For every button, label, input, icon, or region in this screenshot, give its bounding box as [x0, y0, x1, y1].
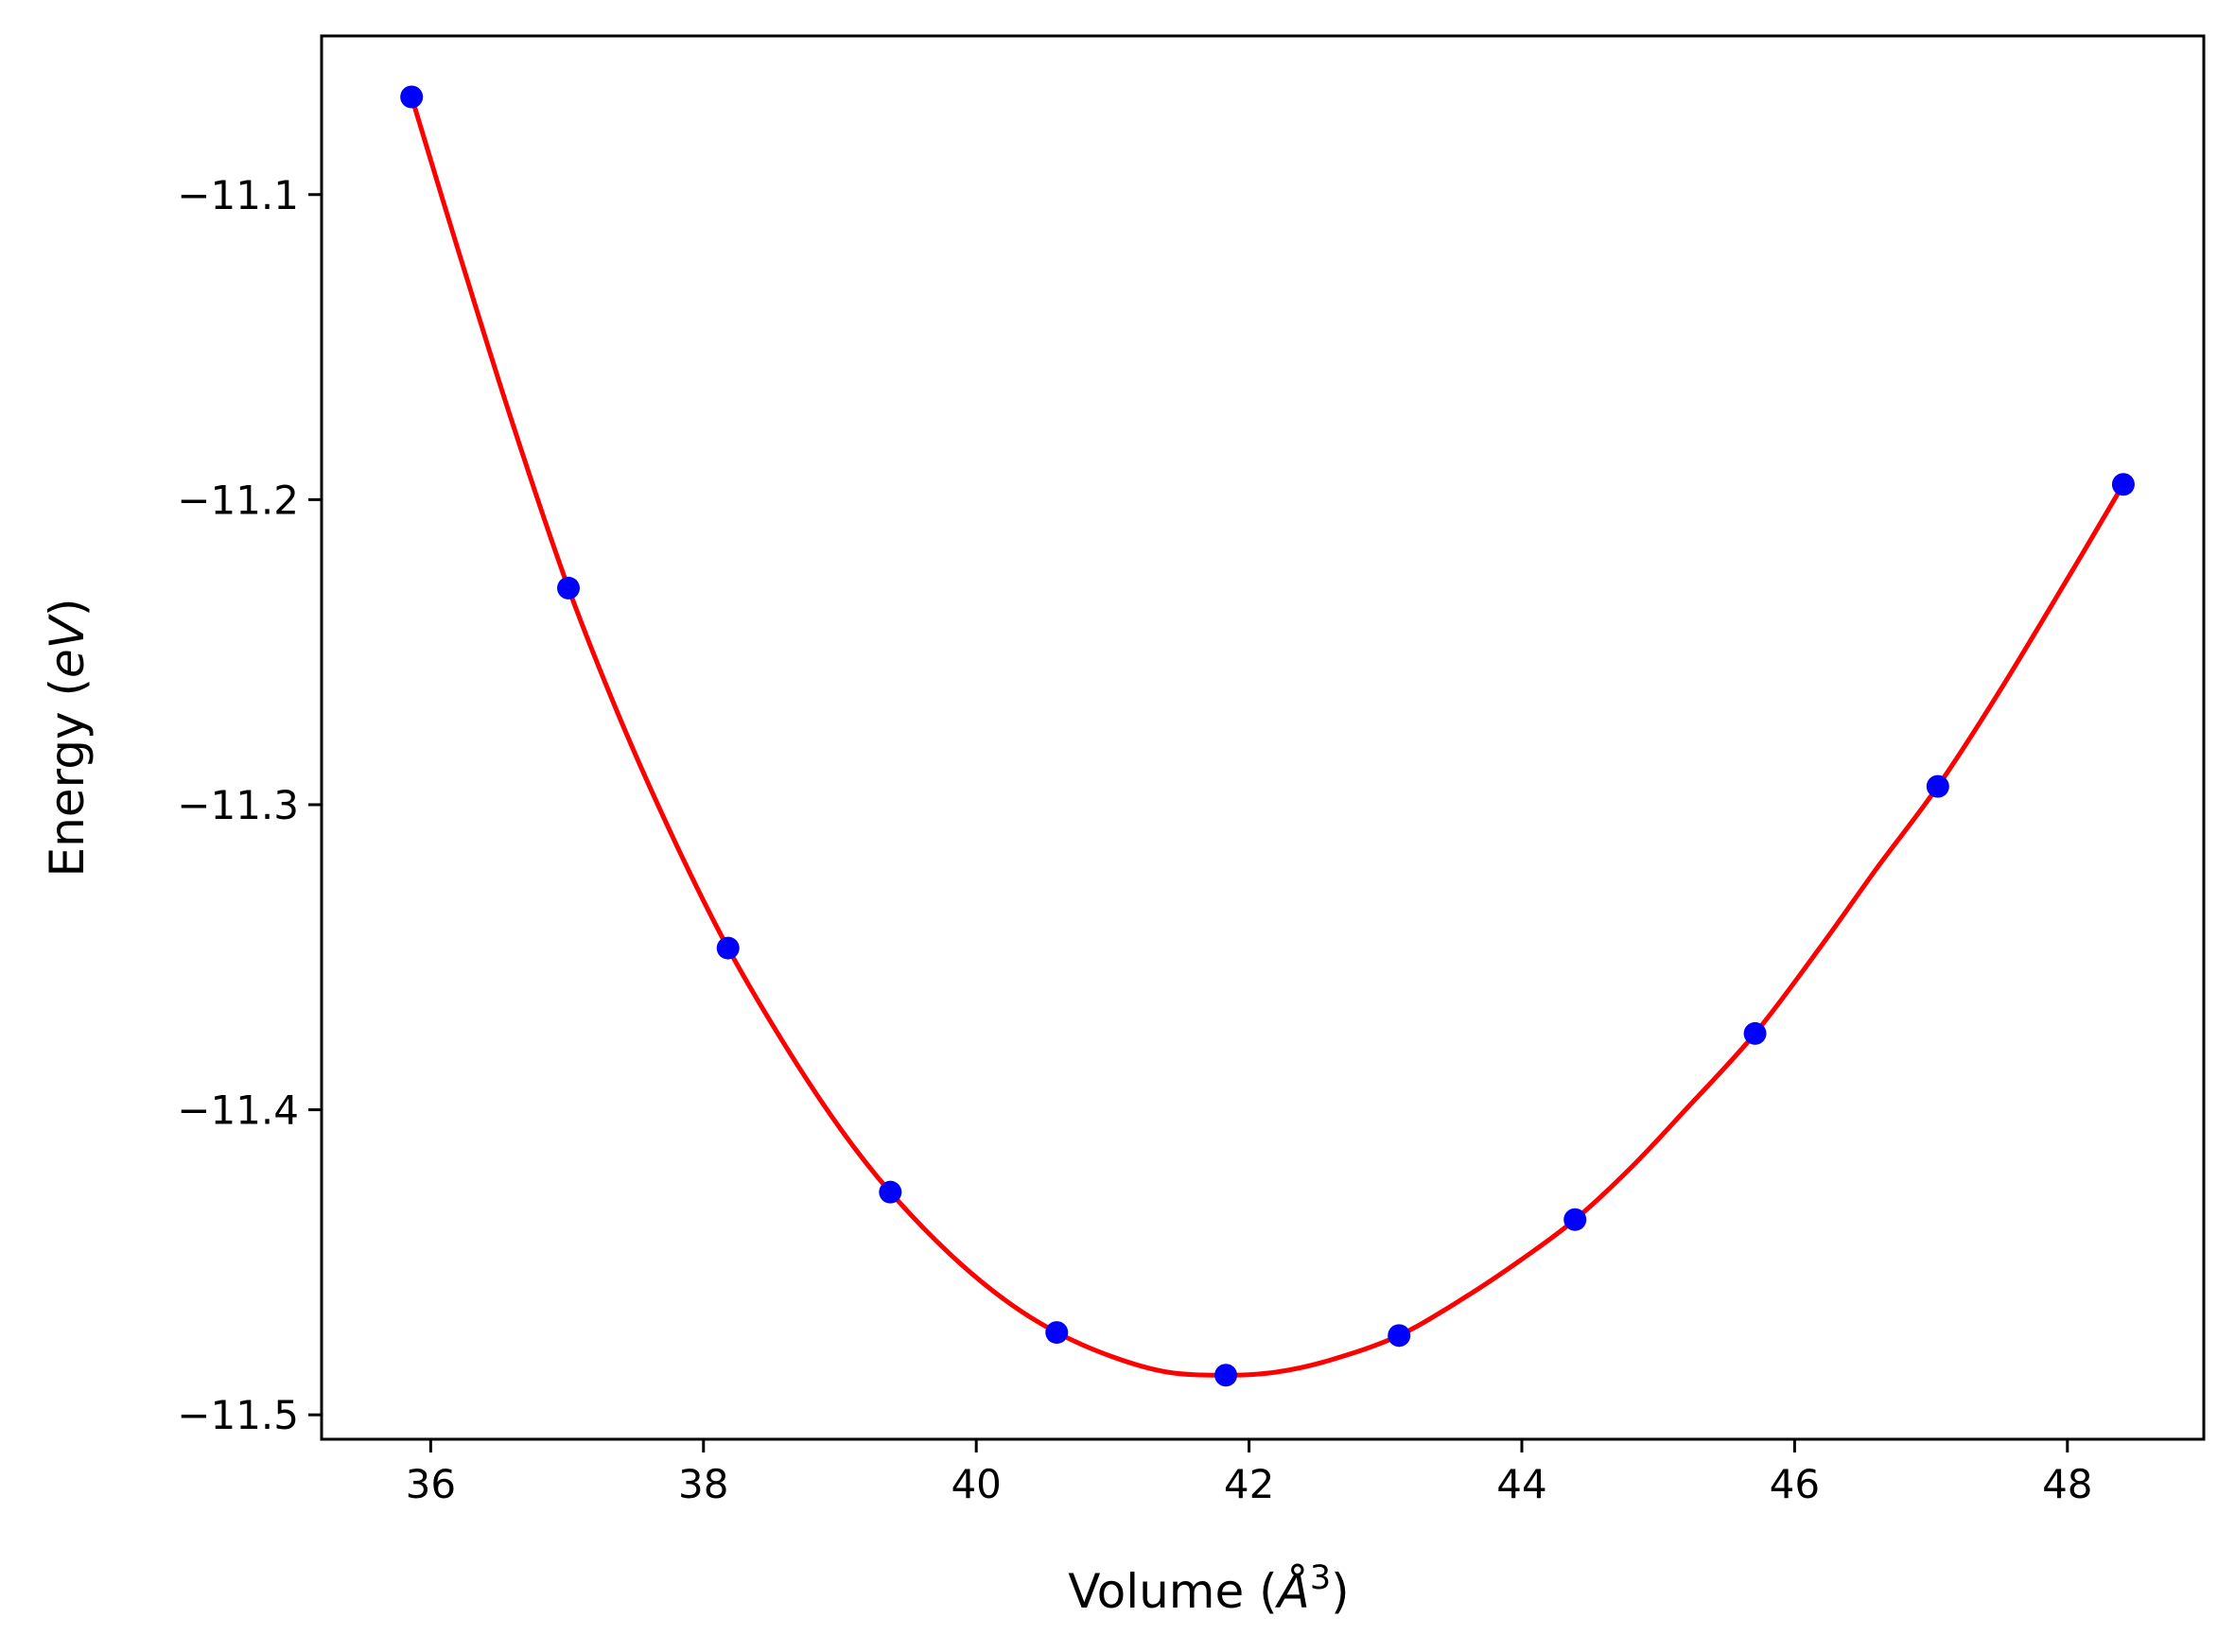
y-tick-label: −11.1 [177, 172, 299, 218]
x-axis-label-prefix: Volume ( [1068, 1564, 1277, 1619]
data-point [1563, 1208, 1587, 1231]
x-axis-ticks: 36 38 40 42 44 46 48 [406, 1439, 2093, 1507]
y-tick-label: −11.5 [177, 1392, 299, 1438]
data-point [1743, 1021, 1767, 1045]
data-point [716, 936, 740, 960]
x-tick-label: 44 [1496, 1461, 1546, 1507]
data-point [1926, 774, 1949, 798]
fit-curve [409, 96, 2126, 1378]
plot-area [400, 85, 2135, 1387]
y-tick-label: −11.3 [177, 782, 299, 828]
y-axis-label-prefix: Energy ( [40, 678, 95, 877]
x-axis-label-exponent: 3 [1310, 1559, 1331, 1597]
axes-frame [320, 34, 2206, 1441]
x-tick-label: 40 [951, 1461, 1001, 1507]
x-tick-label: 36 [406, 1461, 456, 1507]
data-point [879, 1180, 902, 1204]
x-axis-label-suffix: ) [1331, 1564, 1350, 1619]
data-point [1045, 1321, 1069, 1345]
y-axis-label: Energy (eV) [40, 599, 95, 878]
data-point [1214, 1364, 1238, 1387]
y-axis-label-unit: eV [40, 613, 95, 678]
data-point [400, 85, 424, 109]
y-axis-ticks: −11.1 −11.2 −11.3 −11.4 −11.5 [177, 172, 322, 1438]
x-axis-label: Volume (Å3) [1068, 1559, 1349, 1619]
x-tick-label: 38 [678, 1461, 728, 1507]
x-tick-label: 42 [1224, 1461, 1274, 1507]
data-point [557, 576, 581, 600]
data-point [1388, 1324, 1411, 1348]
x-axis-label-unit: Å [1275, 1564, 1310, 1619]
y-tick-label: −11.2 [177, 477, 299, 523]
x-tick-label: 46 [1770, 1461, 1820, 1507]
data-point [2111, 473, 2135, 496]
y-axis-label-suffix: ) [40, 599, 95, 617]
y-tick-label: −11.4 [177, 1087, 299, 1134]
x-tick-label: 48 [2042, 1461, 2092, 1507]
